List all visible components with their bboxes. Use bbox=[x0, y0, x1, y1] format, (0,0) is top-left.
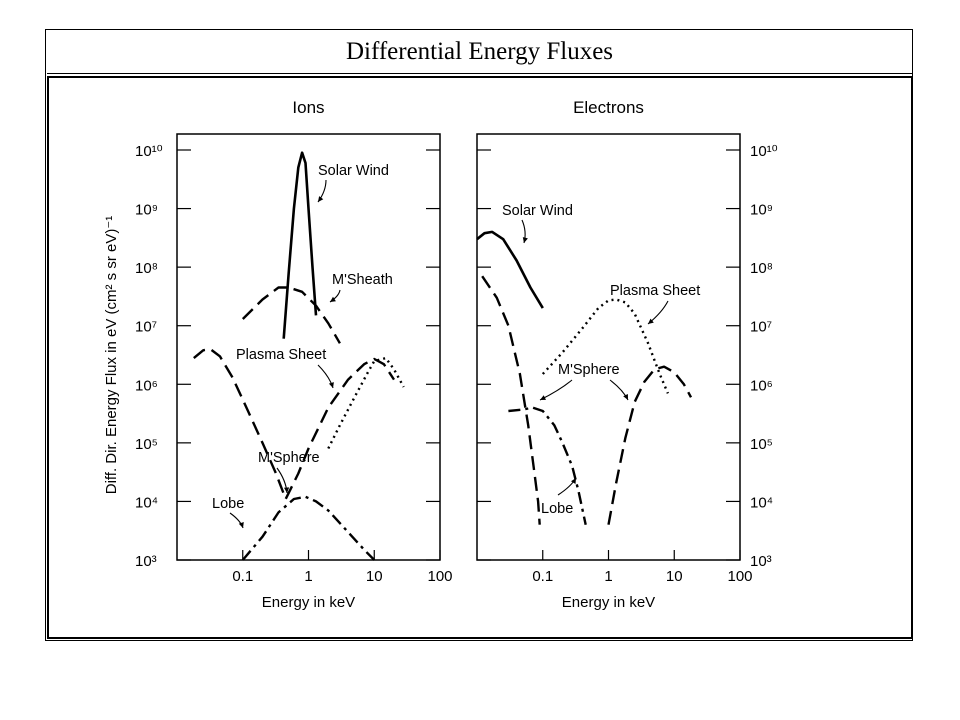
y-tick-label: 10⁷ bbox=[750, 319, 772, 336]
series-line-lobe bbox=[241, 495, 376, 561]
y-tick-label: 10³ bbox=[135, 553, 157, 570]
x-tick-label: 1 bbox=[304, 568, 312, 585]
y-tick-label: 10⁷ bbox=[135, 319, 157, 336]
annotation-arrowhead bbox=[540, 395, 546, 400]
annotation-arrowhead bbox=[328, 382, 334, 388]
series-line-plasma-sheet bbox=[541, 298, 670, 394]
series-line-m-sphere bbox=[193, 347, 396, 501]
annotation-label: M'Sphere bbox=[558, 362, 620, 378]
series-line-m-sphere bbox=[607, 365, 693, 525]
series-line-solar-wind bbox=[476, 230, 544, 309]
series-line-solar-wind bbox=[282, 151, 318, 339]
y-tick-label: 10⁸ bbox=[135, 260, 158, 277]
y-tick-label: 10⁹ bbox=[135, 202, 158, 219]
y-tick-label: 10³ bbox=[750, 553, 772, 570]
y-tick-label: 10⁸ bbox=[750, 260, 773, 277]
y-tick-label: 10⁴ bbox=[135, 494, 158, 511]
annotation-label: Plasma Sheet bbox=[236, 347, 326, 363]
slide-title: Differential Energy Fluxes bbox=[345, 38, 614, 65]
annotation-label: Solar Wind bbox=[502, 203, 573, 219]
series-line-m-sheath bbox=[241, 286, 341, 344]
y-tick-label: 10⁵ bbox=[750, 436, 773, 453]
annotation-arrowhead bbox=[648, 318, 654, 324]
y-tick-label: 10⁴ bbox=[750, 494, 773, 511]
annotation-arrowhead bbox=[571, 478, 576, 484]
annotation-arrowhead bbox=[522, 237, 528, 243]
annotation-arrowhead bbox=[284, 487, 290, 493]
x-tick-label: 100 bbox=[427, 568, 452, 585]
x-tick-label: 10 bbox=[666, 568, 683, 585]
annotation-label: M'Sphere bbox=[258, 450, 320, 466]
y-tick-label: 10¹⁰ bbox=[750, 143, 778, 160]
series-line-plasma-sheet bbox=[327, 356, 405, 450]
annotation-label: M'Sheath bbox=[332, 272, 393, 288]
annotation-label: Lobe bbox=[212, 496, 244, 512]
y-axis-label: Diff. Dir. Energy Flux in eV (cm² s sr e… bbox=[103, 216, 120, 495]
x-tick-label: 100 bbox=[727, 568, 752, 585]
series-line-lobe bbox=[508, 406, 587, 525]
x-tick-label: 0.1 bbox=[232, 568, 253, 585]
y-tick-label: 10⁶ bbox=[135, 377, 158, 394]
annotation-leader bbox=[539, 379, 573, 401]
x-tick-label: 0.1 bbox=[532, 568, 553, 585]
x-tick-label: 10 bbox=[366, 568, 383, 585]
y-tick-label: 10¹⁰ bbox=[135, 143, 163, 160]
annotation-arrowhead bbox=[330, 296, 336, 302]
annotation-arrowhead bbox=[318, 196, 324, 202]
title-bar: Differential Energy Fluxes bbox=[47, 31, 912, 74]
y-tick-label: 10⁵ bbox=[135, 436, 158, 453]
annotation-arrowhead bbox=[238, 522, 244, 528]
figure-frame bbox=[47, 76, 913, 639]
annotation-label: Solar Wind bbox=[318, 163, 389, 179]
x-tick-label: 1 bbox=[604, 568, 612, 585]
annotation-arrowhead bbox=[623, 394, 628, 400]
panel-title: Electrons bbox=[573, 98, 644, 117]
x-axis-label: Energy in keV bbox=[262, 594, 355, 611]
x-axis-label: Energy in keV bbox=[562, 594, 655, 611]
y-tick-label: 10⁶ bbox=[750, 377, 773, 394]
y-tick-label: 10⁹ bbox=[750, 202, 773, 219]
annotation-label: Plasma Sheet bbox=[610, 283, 700, 299]
panel-title: Ions bbox=[292, 98, 324, 117]
annotation-label: Lobe bbox=[541, 501, 573, 517]
plot-frame bbox=[476, 133, 741, 561]
series-line-m-sphere bbox=[481, 275, 541, 525]
